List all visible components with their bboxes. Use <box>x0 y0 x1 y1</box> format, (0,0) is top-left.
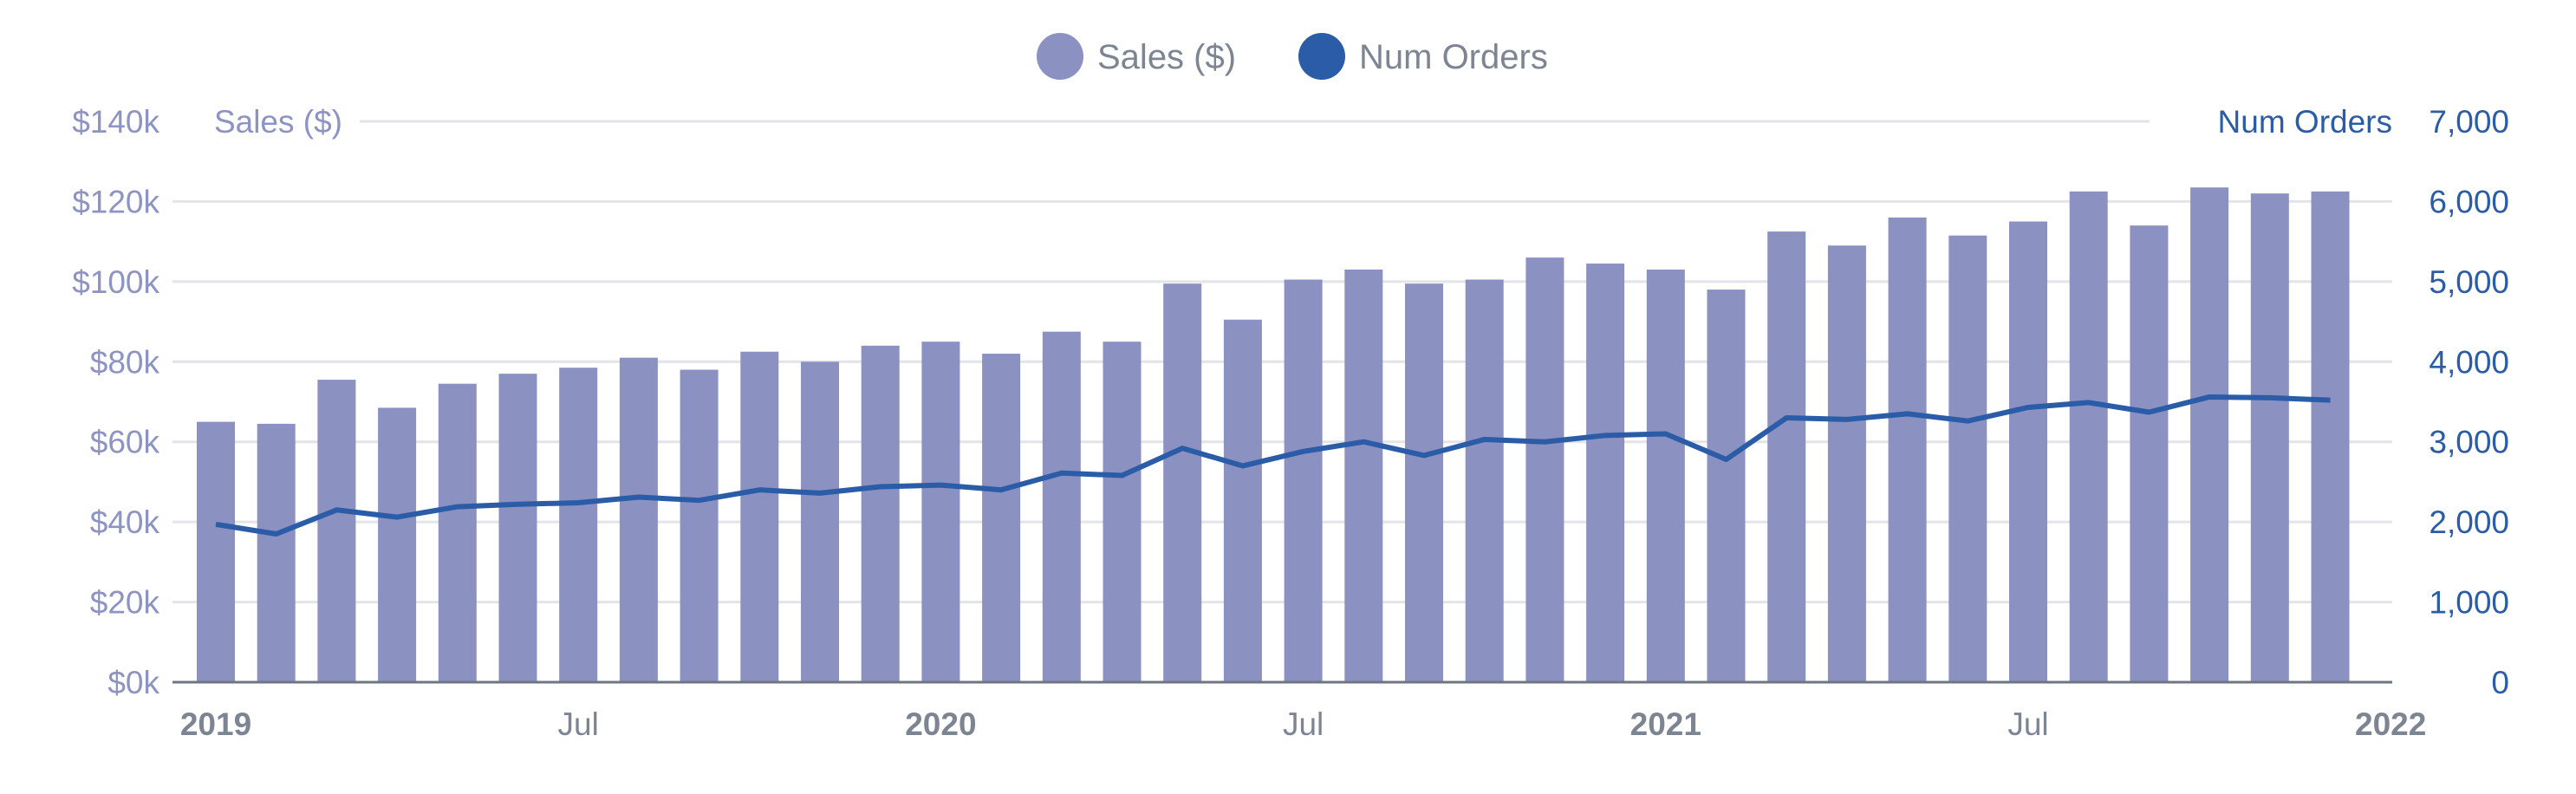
sales-bar <box>1586 264 1625 682</box>
y-right-tick-label: 6,000 <box>2429 184 2509 219</box>
sales-bar <box>378 407 417 682</box>
legend-item-orders[interactable]: Num Orders <box>1298 33 1548 80</box>
sales-bar <box>2311 191 2350 682</box>
orders-line <box>215 394 2331 537</box>
x-axis: 2019 Jul 2020 Jul 2021 Jul 2022 <box>180 706 2427 742</box>
y-right-tick-label: 4,000 <box>2429 344 2509 380</box>
orders-line-path <box>215 394 2331 537</box>
y-left-tick-label: $80k <box>90 344 160 380</box>
sales-bar <box>2130 225 2169 683</box>
sales-bar <box>680 369 719 682</box>
sales-bar <box>1405 283 1443 682</box>
sales-bar <box>1888 217 1927 682</box>
gridlines <box>172 120 2392 604</box>
y-axis-right: 0 1,000 2,000 3,000 4,000 5,000 6,000 7,000 Num … <box>2218 104 2509 700</box>
legend-marker-sales <box>1037 33 1083 80</box>
x-tick-label: 2021 <box>1630 706 1701 742</box>
legend-marker-orders <box>1298 33 1345 80</box>
sales-bar <box>498 374 537 682</box>
x-tick-label: Jul <box>558 706 599 742</box>
y-left-axis-title: Sales ($) <box>214 104 342 140</box>
y-right-tick-label: 7,000 <box>2429 104 2509 140</box>
sales-bar <box>1465 279 1504 682</box>
sales-bar <box>1948 235 1987 683</box>
sales-bar <box>438 383 477 682</box>
sales-bars <box>197 187 2350 683</box>
sales-bar <box>1103 342 1142 682</box>
sales-bar <box>559 368 598 682</box>
y-left-tick-label: $60k <box>90 425 160 460</box>
legend-label-sales: Sales ($) <box>1097 38 1236 76</box>
sales-bar <box>2190 187 2229 683</box>
x-tick-label: 2020 <box>905 706 976 742</box>
sales-bar <box>1042 331 1081 682</box>
y-left-tick-label: $40k <box>90 504 160 540</box>
y-left-tick-label: $120k <box>72 184 159 219</box>
sales-bar <box>2009 221 2047 683</box>
y-left-tick-label: $100k <box>72 264 159 300</box>
sales-bar <box>1284 279 1323 682</box>
sales-bar <box>2250 193 2289 682</box>
sales-bar <box>1525 257 1564 682</box>
sales-bar <box>1827 245 1866 682</box>
sales-bar <box>317 380 356 682</box>
sales-bar <box>982 354 1021 682</box>
y-left-tick-label: $20k <box>90 585 160 621</box>
y-left-tick-label: $0k <box>107 665 159 700</box>
y-right-tick-label: 3,000 <box>2429 425 2509 460</box>
x-tick-label: Jul <box>1283 706 1324 742</box>
sales-bar <box>619 357 658 682</box>
sales-bar <box>1344 269 1383 682</box>
sales-bar <box>801 361 839 682</box>
x-tick-label: Jul <box>2007 706 2048 742</box>
legend: Sales ($) Num Orders <box>1037 33 1548 80</box>
y-left-tick-label: $140k <box>72 104 159 140</box>
y-right-tick-label: 2,000 <box>2429 504 2509 540</box>
sales-bar <box>2069 191 2108 682</box>
y-right-axis-title: Num Orders <box>2218 104 2392 140</box>
sales-bar <box>1163 283 1202 682</box>
sales-bar <box>1767 231 1806 682</box>
sales-bar <box>257 423 296 682</box>
sales-bar <box>740 351 779 682</box>
legend-label-orders: Num Orders <box>1359 38 1548 76</box>
sales-bar <box>861 345 900 682</box>
sales-bar <box>1223 319 1262 682</box>
sales-bar <box>921 342 960 682</box>
x-tick-label: 2019 <box>180 706 251 742</box>
sales-bar <box>1646 269 1685 682</box>
y-right-tick-label: 1,000 <box>2429 585 2509 621</box>
y-axis-left: $0k $20k $40k $60k $80k $100k $120k $140k Sales … <box>72 104 342 700</box>
legend-item-sales[interactable]: Sales ($) <box>1037 33 1236 80</box>
sales-bar <box>197 421 235 682</box>
x-tick-label: 2022 <box>2355 706 2426 742</box>
sales-bar <box>1707 290 1746 682</box>
y-right-tick-label: 0 <box>2491 665 2509 700</box>
y-right-tick-label: 5,000 <box>2429 264 2509 300</box>
